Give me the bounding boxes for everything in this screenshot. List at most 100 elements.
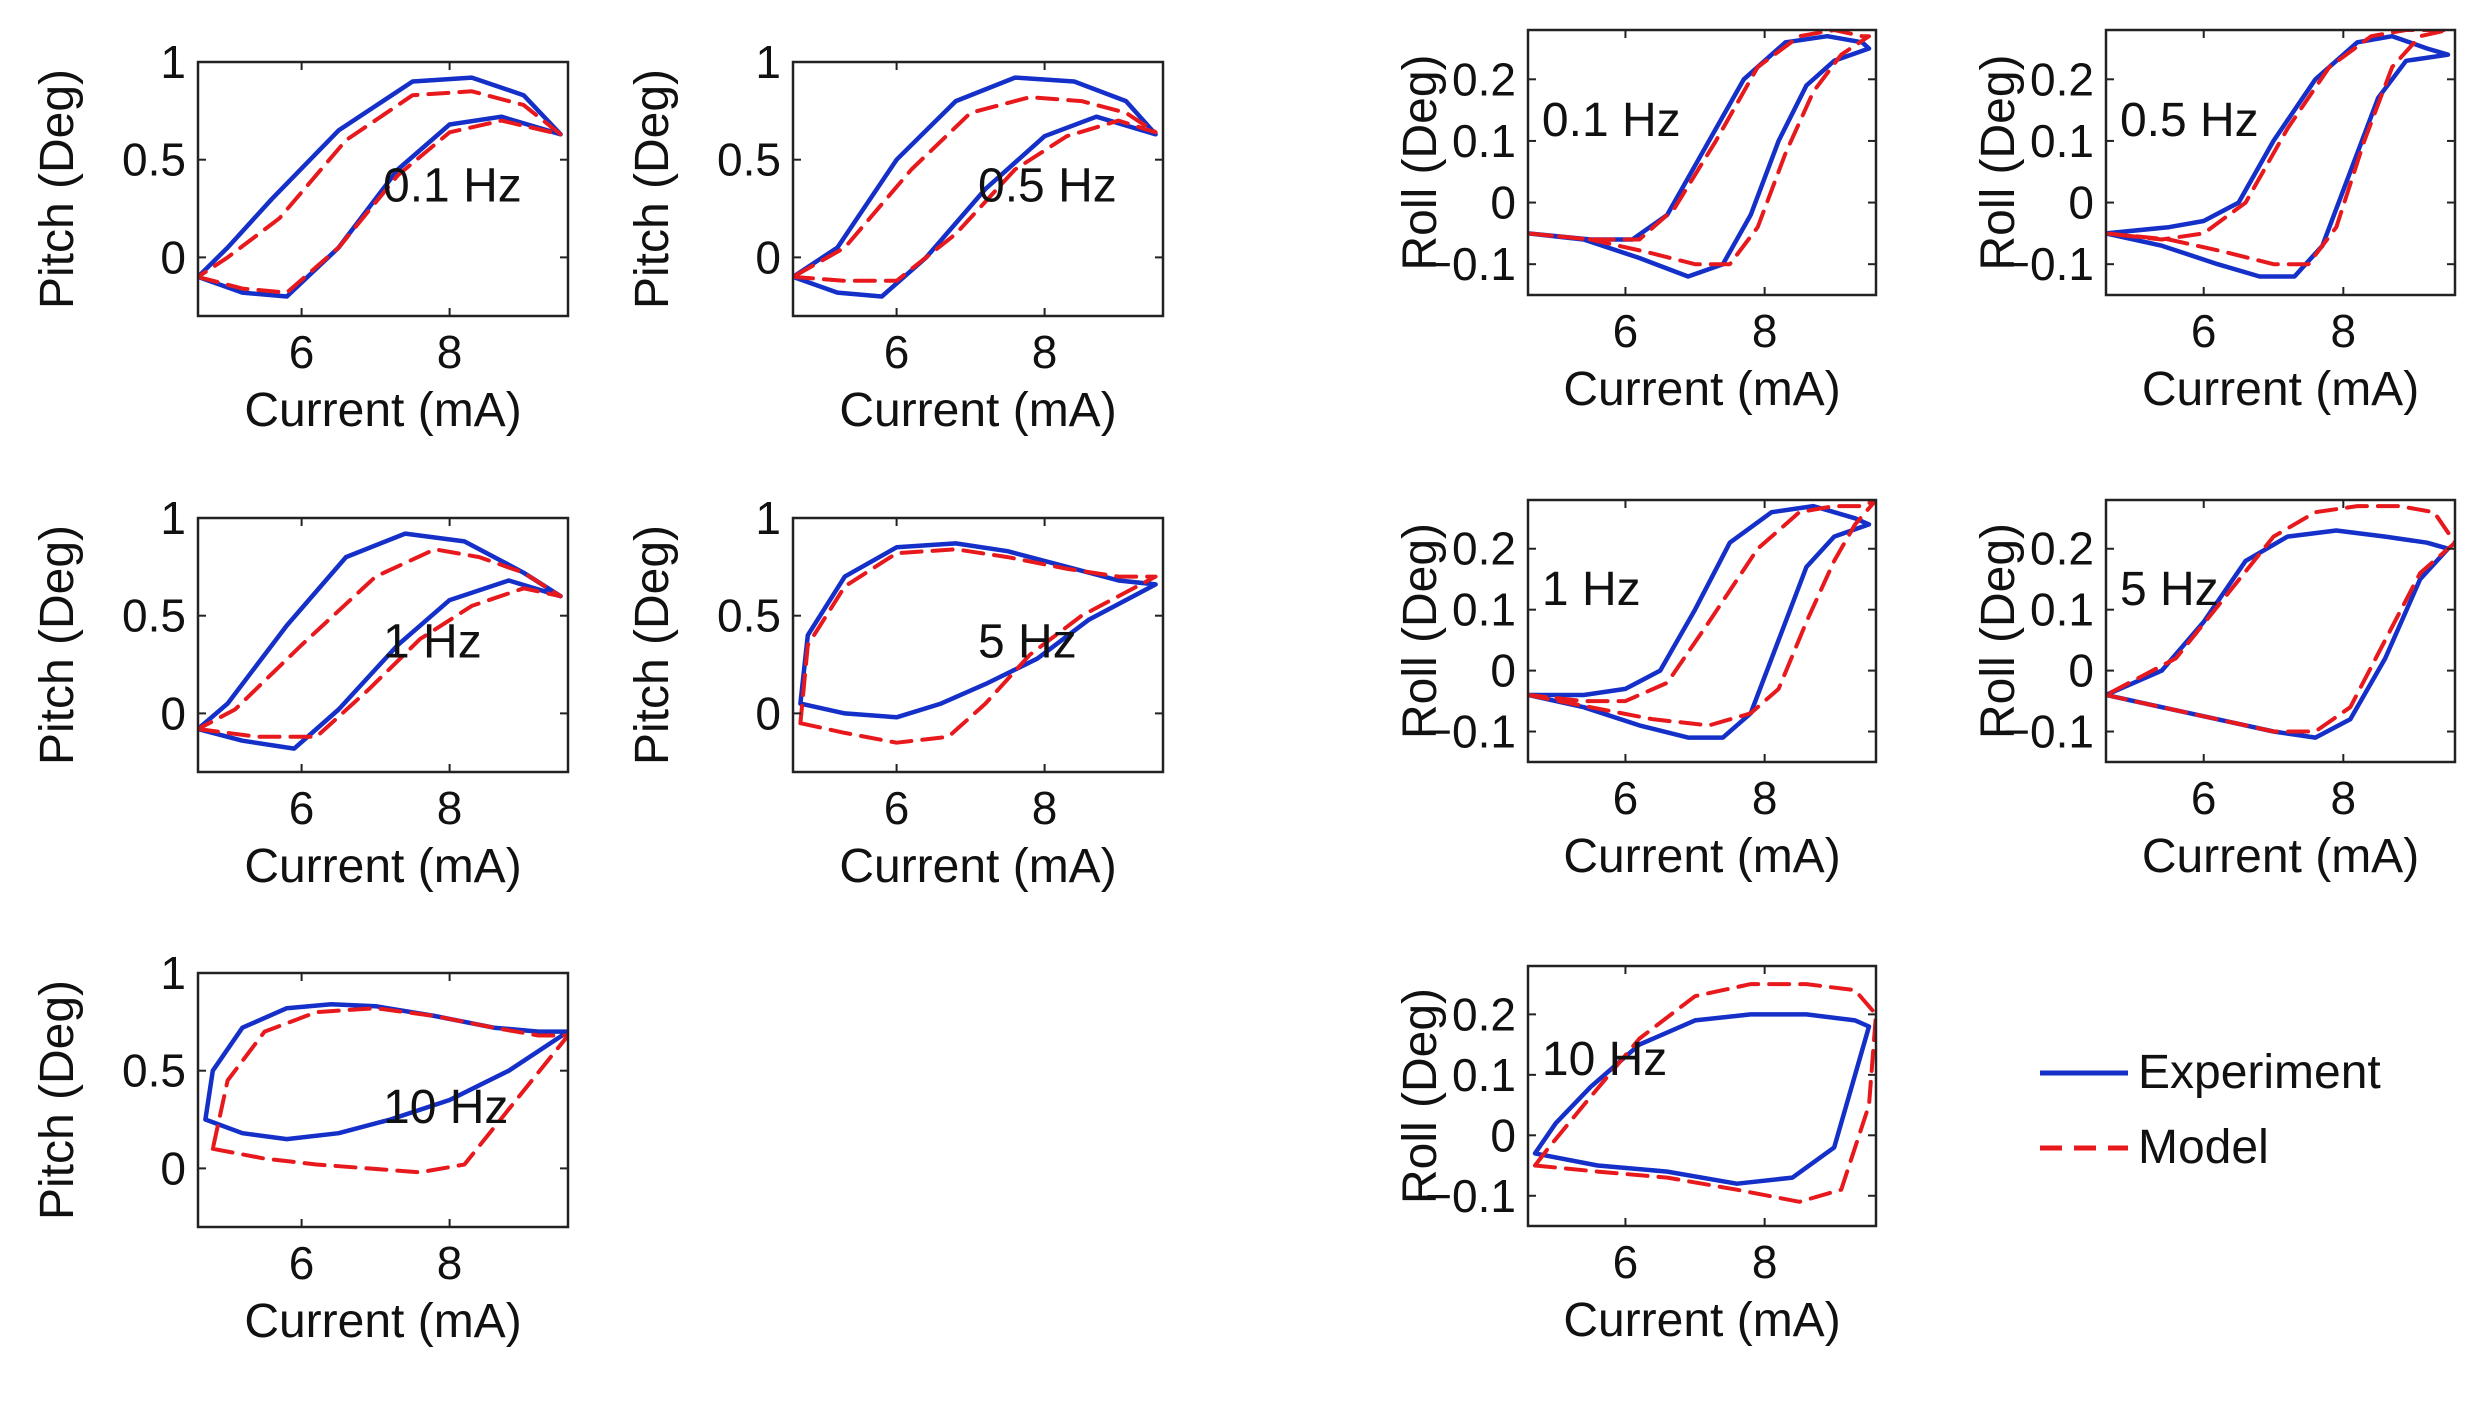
panel-5: 6 8 0 0.5 1 Current (mA) Pitch (Deg) 10 Hz [31,947,570,1348]
panel-3: 6 8 0 0.5 1 Current (mA) Pitch (Deg) 1 Hz [31,492,570,893]
series-group [2106,30,2451,279]
axes-frame [791,516,1165,774]
x-axis-label: Current (mA) [244,384,521,437]
y-axis-label: Pitch (Deg) [626,69,679,309]
x-tick-label: 8 [437,1237,463,1289]
y-tick-label: 0.5 [122,590,186,642]
y-tick-label: 0.2 [2030,53,2094,105]
y-tick-label: 0 [2068,177,2094,229]
x-tick-label: 8 [437,782,463,834]
model-series-line [2106,504,2455,734]
x-tick-label: 8 [1752,1236,1778,1288]
y-axis-label: Pitch (Deg) [31,525,84,765]
y-tick-label: 0 [160,1142,186,1194]
axes-frame [196,60,570,318]
model-series-line [198,89,563,295]
x-axis-label: Current (mA) [1563,830,1840,883]
x-axis-label: Current (mA) [2142,363,2419,416]
x-tick-label: 6 [289,1237,315,1289]
model-series-line [198,547,563,739]
y-tick-label: −0.1 [2003,706,2094,758]
y-tick-label: 0.5 [717,134,781,186]
y-tick-label: −0.1 [2003,238,2094,290]
series-group [1528,500,1876,740]
x-axis-label: Current (mA) [839,384,1116,437]
frequency-annotation: 1 Hz [383,616,482,669]
model-series-line [210,1006,568,1175]
x-tick-label: 8 [1752,772,1778,824]
frequency-annotation: 10 Hz [1542,1033,1667,1086]
x-tick-label: 6 [289,782,315,834]
series-group [2106,504,2455,740]
y-tick-label: 1 [755,492,781,544]
y-tick-label: 0 [2068,645,2094,697]
y-tick-label: 0 [755,231,781,283]
series-group [198,531,563,751]
y-axis-label: Roll (Deg) [1394,523,1447,739]
y-tick-label: 0.2 [1452,53,1516,105]
panel-2: 6 8 0 0.5 1 Current (mA) Pitch (Deg) 0.5 Hz [626,36,1165,437]
frequency-annotation: 5 Hz [978,616,1077,669]
panel-8: 6 8 −0.1 0 0.1 0.2 Current (mA) Roll (Deg) 1 Hz [1394,498,1878,883]
x-axis-label: Current (mA) [244,1295,521,1348]
y-tick-label: 0.1 [2030,115,2094,167]
y-tick-label: 0.5 [122,134,186,186]
experiment-series-line [1528,33,1872,279]
model-series-line [2106,30,2450,267]
y-tick-label: 0 [160,687,186,739]
legend: Experiment Model [2040,1046,2381,1174]
x-axis-label: Current (mA) [244,840,521,893]
axes-frame [196,971,570,1229]
frequency-annotation: 0.1 Hz [383,160,522,213]
y-axis-label: Roll (Deg) [1972,523,2025,739]
series-group [198,75,563,299]
axes-frame [1526,28,1878,297]
experiment-series-line [2106,33,2451,279]
x-tick-label: 8 [437,326,463,378]
y-tick-label: 1 [755,36,781,88]
axes-frame [1526,964,1878,1228]
series-group [1528,30,1872,279]
panel-6: 6 8 −0.1 0 0.1 0.2 Current (mA) Roll (Deg) 0.1 H… [1394,28,1878,416]
x-tick-label: 6 [1613,1236,1639,1288]
y-tick-label: −0.1 [1425,238,1516,290]
y-tick-label: −0.1 [1425,706,1516,758]
y-axis-label: Roll (Deg) [1972,54,2025,270]
y-tick-label: 0.2 [2030,523,2094,575]
model-series-line [1528,500,1876,728]
y-tick-label: −0.1 [1425,1170,1516,1222]
x-axis-label: Current (mA) [839,840,1116,893]
axes-frame [2104,28,2457,297]
y-tick-label: 1 [160,947,186,999]
x-axis-label: Current (mA) [1563,1294,1840,1347]
model-series-line [798,547,1158,745]
y-tick-label: 0.1 [1452,1049,1516,1101]
legend-label-model: Model [2138,1121,2269,1174]
y-tick-label: 0 [755,687,781,739]
series-group [798,541,1158,745]
series-group [203,1002,568,1175]
y-tick-label: 0 [1490,177,1516,229]
experiment-series-line [1528,503,1872,740]
x-tick-label: 8 [2331,772,2357,824]
y-tick-label: 0 [160,231,186,283]
x-axis-label: Current (mA) [1563,363,1840,416]
panel-10: 6 8 −0.1 0 0.1 0.2 Current (mA) Roll (Deg) 10 Hz [1394,964,1878,1347]
axes-frame [791,60,1165,318]
series-group [1532,982,1876,1204]
y-tick-label: 1 [160,492,186,544]
frequency-annotation: 0.1 Hz [1542,94,1681,147]
y-tick-label: 0.5 [717,590,781,642]
frequency-annotation: 10 Hz [383,1081,508,1134]
x-axis-label: Current (mA) [2142,830,2419,883]
x-tick-label: 6 [1613,772,1639,824]
y-tick-label: 0.1 [1452,115,1516,167]
x-tick-label: 6 [884,326,910,378]
x-tick-label: 8 [1032,326,1058,378]
y-tick-label: 0.1 [2030,584,2094,636]
axes-frame [2104,498,2457,764]
x-tick-label: 8 [1032,782,1058,834]
experiment-series-line [798,541,1158,720]
